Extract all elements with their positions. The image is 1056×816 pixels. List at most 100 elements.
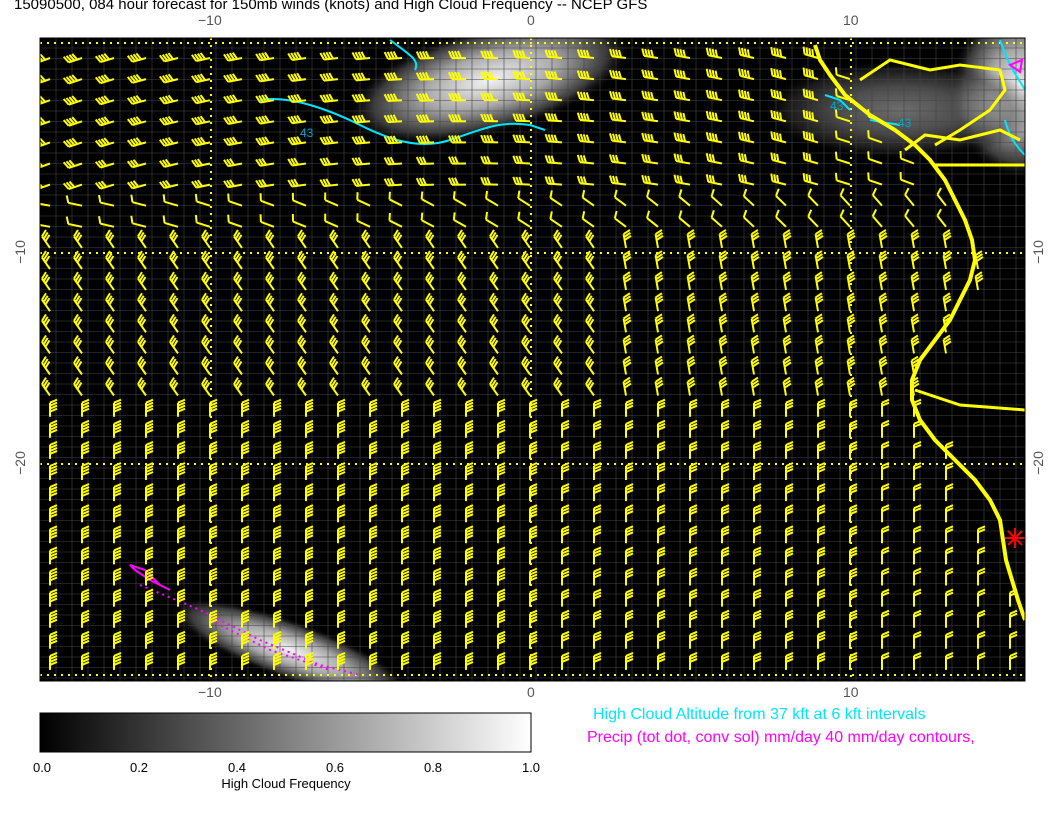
wind-barb <box>834 172 851 186</box>
wind-barb <box>613 210 627 228</box>
wind-barb <box>457 229 467 249</box>
wind-barb <box>351 157 371 166</box>
wind-barb <box>585 292 595 312</box>
wind-barb <box>846 355 856 375</box>
wind-barb <box>241 651 250 670</box>
wind-barb <box>705 131 723 144</box>
wind-barb <box>73 250 83 270</box>
wind-barb <box>657 609 666 628</box>
wind-barb <box>657 525 666 544</box>
wind-barb <box>593 567 602 586</box>
wind-barb <box>561 419 570 438</box>
wind-barb <box>678 210 691 228</box>
wind-barb <box>433 440 442 459</box>
wind-barb <box>785 546 794 565</box>
wind-barb <box>593 651 602 670</box>
wind-barb <box>673 90 691 102</box>
wind-barb <box>255 115 275 125</box>
wind-barb <box>273 504 282 523</box>
wind-barb <box>159 136 179 147</box>
wind-barb <box>913 546 922 565</box>
wind-barb <box>480 92 499 102</box>
wind-barb <box>849 504 858 523</box>
wind-barb <box>561 483 570 502</box>
wind-barb <box>241 419 250 438</box>
wind-barb <box>297 377 307 397</box>
wind-barb <box>415 177 435 187</box>
wind-barb <box>770 67 787 81</box>
wind-barb <box>489 313 499 333</box>
wind-barb <box>305 440 314 459</box>
wind-barb <box>401 462 410 480</box>
wind-barb <box>609 154 627 165</box>
wind-barb <box>561 525 570 544</box>
wind-barb <box>625 419 634 438</box>
altitude-contour <box>824 39 1025 156</box>
wind-barb <box>73 292 83 312</box>
wind-barb <box>593 546 602 565</box>
wind-barb <box>561 609 570 628</box>
wind-barb <box>673 111 691 123</box>
wind-barb <box>49 462 58 480</box>
wind-barb <box>209 462 218 480</box>
wind-barb <box>977 630 986 649</box>
wind-barb <box>710 188 723 207</box>
wind-barb <box>945 504 954 523</box>
wind-barb <box>814 292 824 312</box>
wind-barb <box>881 546 890 565</box>
wind-barb <box>721 440 730 459</box>
altitude-contour <box>389 39 418 71</box>
wind-barb <box>415 71 435 81</box>
wind-barb <box>169 334 179 354</box>
wind-barb <box>593 419 602 438</box>
wind-barb <box>177 567 186 586</box>
wind-barb <box>415 93 435 102</box>
wind-barb <box>625 567 634 586</box>
wind-barb <box>465 651 474 670</box>
wind-barb <box>297 271 307 291</box>
wind-barb <box>201 292 211 312</box>
wind-barb <box>233 229 243 249</box>
wind-barb <box>641 48 659 59</box>
wind-barb <box>561 630 570 649</box>
precip-note: Precip (tot dot, conv sol) mm/day 40 mm/… <box>587 729 975 746</box>
wind-barb <box>846 250 856 270</box>
wind-barb <box>913 525 922 544</box>
wind-barb <box>641 111 659 123</box>
wind-barb <box>609 69 627 81</box>
wind-barb <box>775 188 787 207</box>
wind-barb <box>337 419 346 438</box>
wind-barb <box>49 546 58 565</box>
wind-barb <box>81 525 90 544</box>
wind-barb <box>73 271 83 291</box>
wind-barb <box>265 334 275 354</box>
wind-barb <box>223 94 243 104</box>
wind-barb <box>457 377 467 397</box>
wind-barb <box>159 179 179 189</box>
wind-barb <box>41 313 51 333</box>
wind-barb <box>785 567 794 586</box>
wind-barb <box>223 52 243 62</box>
wind-barb <box>465 567 474 586</box>
wind-barb <box>814 334 824 354</box>
wind-barb <box>452 212 467 228</box>
wind-barb <box>305 651 314 670</box>
wind-barb <box>227 193 243 207</box>
wind-barb <box>782 250 792 270</box>
wind-barb <box>625 630 634 649</box>
wind-barb <box>817 609 826 628</box>
wind-barb <box>265 250 275 270</box>
wind-barb <box>401 419 410 438</box>
wind-barb <box>194 214 211 228</box>
wind-barb <box>73 313 83 333</box>
wind-barb <box>878 271 888 291</box>
wind-barb <box>113 462 122 480</box>
wind-barb <box>233 250 243 270</box>
wind-barb <box>576 112 595 123</box>
wind-barb <box>177 525 186 544</box>
wind-barb <box>718 271 728 291</box>
wind-barb <box>705 68 723 81</box>
wind-barb <box>913 567 922 586</box>
wind-barb <box>561 567 570 586</box>
bottom-lon-tick: 10 <box>843 684 859 700</box>
